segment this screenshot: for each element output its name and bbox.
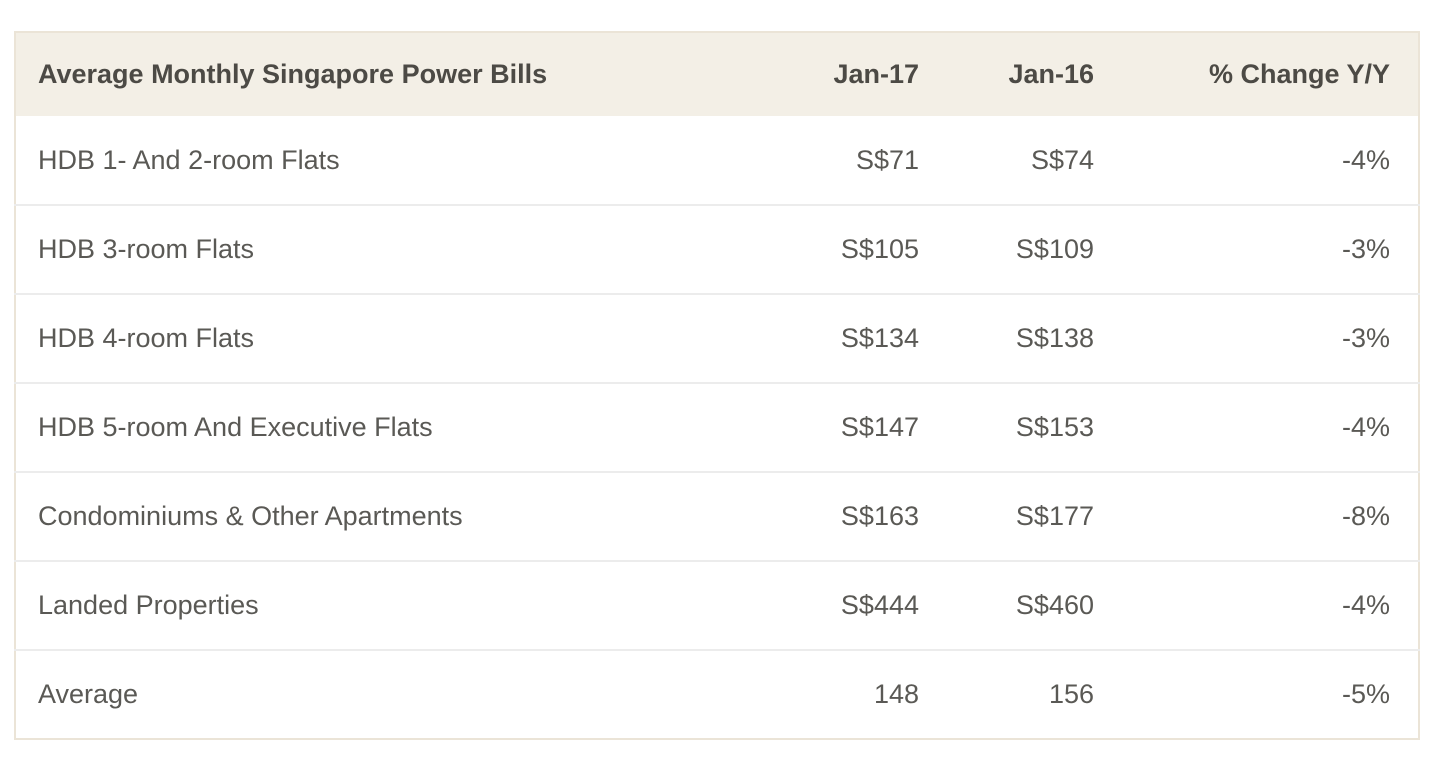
value-cell-jan16: S$177: [919, 471, 1094, 561]
column-header-jan17: Jan-17: [744, 32, 919, 116]
row-label-cell: HDB 3-room Flats: [15, 204, 744, 294]
value-cell-change: -5%: [1094, 649, 1419, 739]
value-cell-jan17: S$163: [744, 471, 919, 561]
value-cell-jan16: S$74: [1030, 144, 1094, 175]
value-cell-jan17: S$444: [744, 560, 919, 650]
value-cell-jan17: S$134: [744, 293, 919, 383]
value-cell-jan16: S$138: [919, 293, 1094, 383]
row-label-cell: Landed Properties: [15, 560, 744, 650]
value-cell-jan16: S$460: [919, 560, 1094, 650]
power-bills-table-container: Average Monthly Singapore Power Bills Ja…: [14, 31, 1420, 740]
row-label-cell: Average: [15, 649, 744, 739]
value-cell-change: -8%: [1094, 471, 1419, 561]
table-row: HDB 3-room Flats S$105 S$109 -3%: [15, 204, 1419, 294]
table-header: Average Monthly Singapore Power Bills Ja…: [15, 32, 1419, 116]
value-cell-jan17: S$147: [744, 382, 919, 472]
value-cell-jan16: S$153: [919, 382, 1094, 472]
table-row: HDB 5-room And Executive Flats S$147 S$1…: [15, 382, 1419, 472]
value-cell-jan16: 156: [919, 649, 1094, 739]
table-row: Condominiums & Other Apartments S$163 S$…: [15, 471, 1419, 561]
value-cell-jan17: S$71: [855, 144, 919, 175]
table-title: Average Monthly Singapore Power Bills: [15, 32, 744, 116]
table-row: HDB 1- And 2-room Flats S$71 S$74 -4%: [15, 116, 1419, 205]
table-body: HDB 1- And 2-room Flats S$71 S$74 -4% HD…: [15, 116, 1419, 739]
power-bills-table: Average Monthly Singapore Power Bills Ja…: [14, 31, 1420, 740]
column-header-change: % Change Y/Y: [1094, 32, 1419, 116]
row-label-cell: HDB 4-room Flats: [15, 293, 744, 383]
value-cell-change: -3%: [1094, 204, 1419, 294]
table-row: HDB 4-room Flats S$134 S$138 -3%: [15, 293, 1419, 383]
value-cell-change: -3%: [1094, 293, 1419, 383]
value-cell-jan17: 148: [744, 649, 919, 739]
value-cell-jan17: S$105: [744, 204, 919, 294]
value-cell-jan16: S$109: [919, 204, 1094, 294]
value-cell-change: -4%: [1094, 560, 1419, 650]
row-label-cell: HDB 5-room And Executive Flats: [15, 382, 744, 472]
value-cell-change: -4%: [1094, 382, 1419, 472]
value-cell-change: -4%: [1341, 144, 1390, 175]
row-label-cell: HDB 1- And 2-room Flats: [38, 144, 340, 175]
table-row: Average 148 156 -5%: [15, 649, 1419, 739]
row-label-cell: Condominiums & Other Apartments: [15, 471, 744, 561]
column-header-jan16: Jan-16: [919, 32, 1094, 116]
header-row: Average Monthly Singapore Power Bills Ja…: [15, 32, 1419, 116]
table-row: Landed Properties S$444 S$460 -4%: [15, 560, 1419, 650]
